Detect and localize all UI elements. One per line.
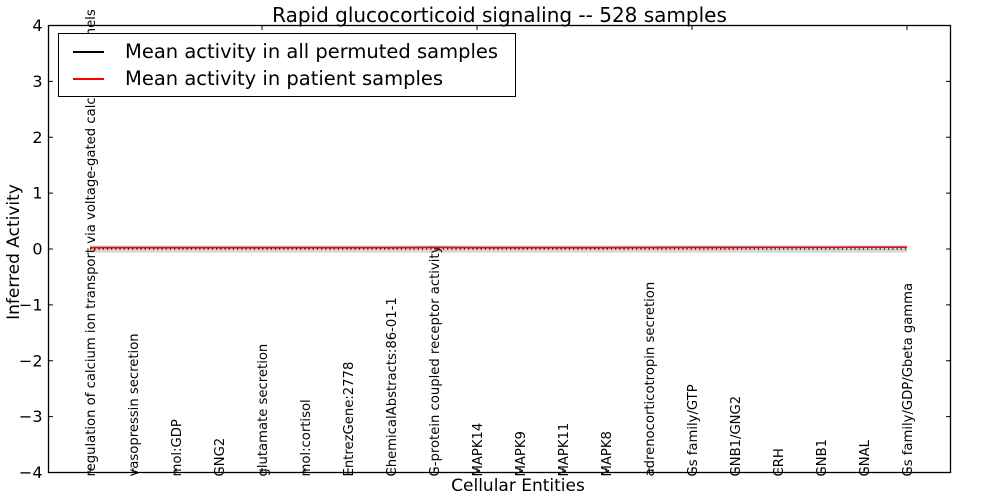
x-tick-labels: regulation of calcium ion transport via …	[84, 9, 916, 476]
x-tick-label: G-protein coupled receptor activity	[428, 245, 443, 476]
x-tick-label: mol:cortisol	[299, 399, 314, 476]
y-tick-label: 4	[32, 16, 42, 35]
y-tick-label: 2	[32, 128, 42, 147]
x-tick-label: adrenocorticotropin secretion	[643, 282, 658, 477]
y-tick-label: −3	[19, 407, 43, 426]
x-tick-label: mol:GDP	[170, 419, 185, 476]
legend-label-permuted: Mean activity in all permuted samples	[125, 39, 499, 63]
y-tick-label: −1	[19, 295, 43, 314]
x-tick-label: vasopressin secretion	[127, 333, 142, 476]
legend-entry-permuted: Mean activity in all permuted samples	[73, 38, 515, 65]
legend: Mean activity in all permuted samples Me…	[58, 33, 516, 97]
legend-entry-patient: Mean activity in patient samples	[73, 65, 515, 92]
x-tick-label: Gs family/GDP/Gbeta gamma	[901, 283, 916, 477]
axis-ticks	[48, 25, 951, 473]
x-tick-label: CRH	[772, 448, 787, 476]
x-tick-label: MAPK8	[600, 431, 615, 476]
patient-line-swatch	[73, 77, 104, 80]
x-tick-label: Gs family/GTP	[686, 384, 701, 476]
x-tick-label: EntrezGene:2778	[342, 362, 357, 477]
x-tick-label: glutamate secretion	[256, 344, 271, 477]
x-tick-label: GNG2	[213, 438, 228, 477]
y-axis-label: Inferred Activity	[4, 184, 24, 320]
x-axis-label: Cellular Entities	[451, 476, 585, 496]
x-tick-label: ChemicalAbstracts:86-01-1	[385, 297, 400, 476]
legend-label-patient: Mean activity in patient samples	[125, 66, 444, 90]
permuted-line-swatch	[73, 50, 104, 53]
x-tick-label: GNB1/GNG2	[729, 396, 744, 477]
x-tick-label: GNAL	[858, 439, 873, 476]
x-tick-label: MAPK9	[514, 431, 529, 476]
y-tick-label: 0	[32, 240, 42, 259]
y-tick-labels: −4 −3 −2 −1 0 1 2 3 4	[19, 16, 43, 482]
x-tick-label: MAPK14	[471, 423, 486, 477]
x-tick-label: regulation of calcium ion transport via …	[84, 9, 99, 476]
y-tick-label: −2	[19, 351, 43, 370]
chart-title: Rapid glucocorticoid signaling -- 528 sa…	[272, 3, 727, 27]
y-tick-label: 1	[32, 184, 42, 203]
x-tick-label: GNB1	[815, 439, 830, 477]
y-tick-label: 3	[32, 72, 42, 91]
y-tick-label: −4	[19, 463, 43, 482]
x-tick-label: MAPK11	[557, 423, 572, 477]
